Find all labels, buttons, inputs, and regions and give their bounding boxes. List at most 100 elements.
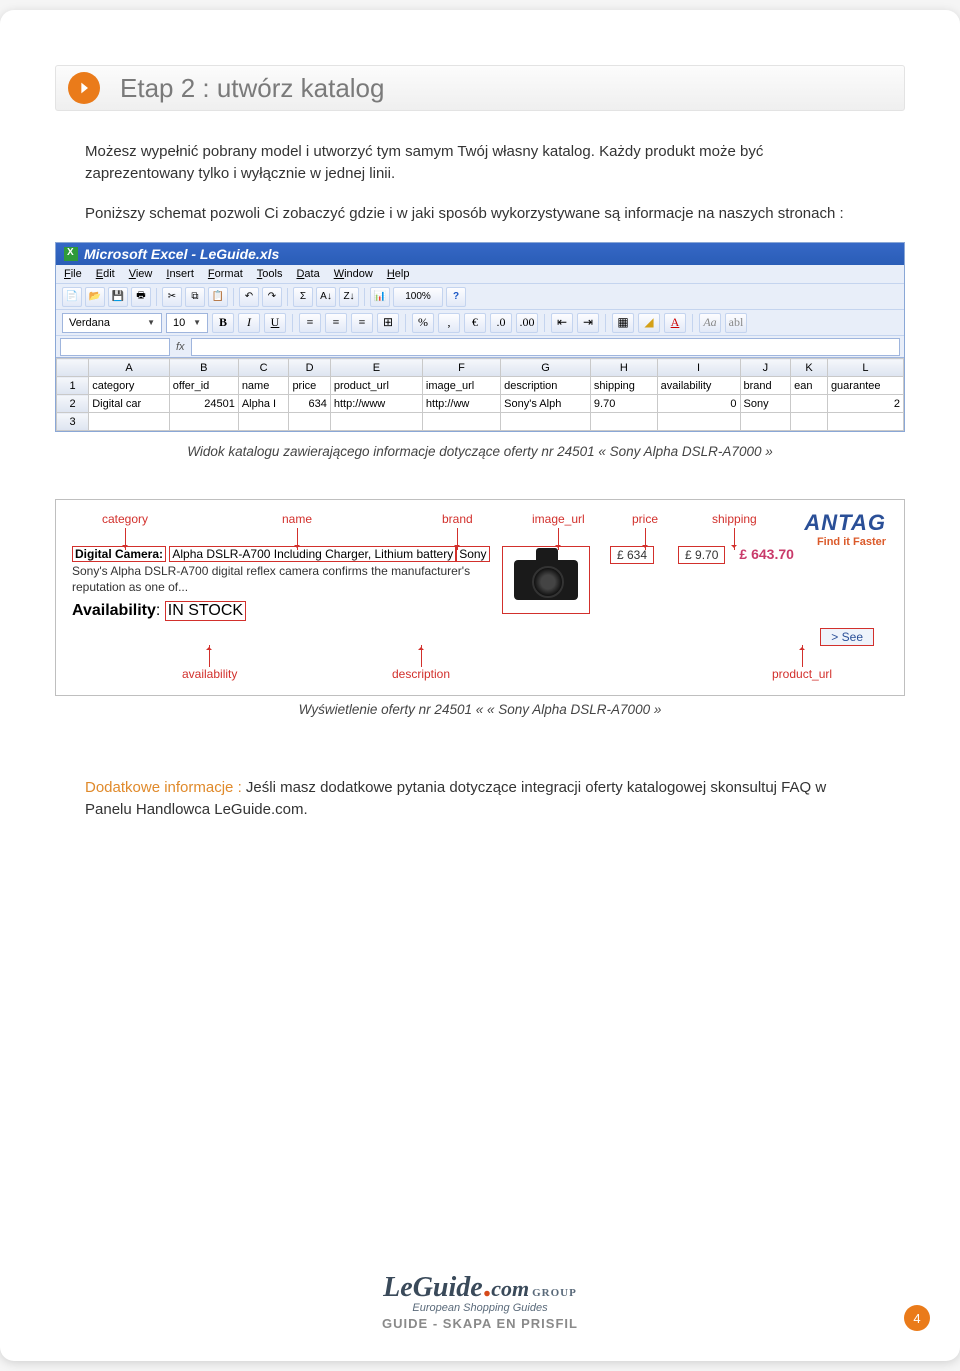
excel-row-header[interactable]: 1 bbox=[57, 377, 89, 395]
indent-dec-icon[interactable]: ⇤ bbox=[551, 313, 573, 333]
comma-icon[interactable]: , bbox=[438, 313, 460, 333]
excel-cell[interactable] bbox=[169, 413, 238, 431]
excel-cell[interactable]: category bbox=[89, 377, 170, 395]
abl-icon[interactable]: abl bbox=[725, 313, 747, 333]
excel-cell[interactable]: Alpha I bbox=[238, 395, 289, 413]
excel-cell[interactable]: Sony bbox=[740, 395, 791, 413]
open-icon[interactable]: 📂 bbox=[85, 287, 105, 307]
excel-cell[interactable]: guarantee bbox=[827, 377, 903, 395]
excel-cell[interactable]: 24501 bbox=[169, 395, 238, 413]
paste-icon[interactable]: 📋 bbox=[208, 287, 228, 307]
excel-cell[interactable]: name bbox=[238, 377, 289, 395]
help-icon[interactable]: ? bbox=[446, 287, 466, 307]
sort-desc-icon[interactable]: Z↓ bbox=[339, 287, 359, 307]
excel-menu-item[interactable]: Tools bbox=[257, 268, 283, 280]
excel-cell[interactable]: availability bbox=[657, 377, 740, 395]
excel-cell[interactable] bbox=[740, 413, 791, 431]
excel-col-header[interactable]: H bbox=[590, 359, 657, 377]
autosum-icon[interactable]: Σ bbox=[293, 287, 313, 307]
excel-cell[interactable]: 9.70 bbox=[590, 395, 657, 413]
excel-cell[interactable]: http://ww bbox=[422, 395, 500, 413]
excel-cell[interactable]: ean bbox=[791, 377, 828, 395]
excel-cell[interactable] bbox=[238, 413, 289, 431]
excel-cell[interactable]: price bbox=[289, 377, 330, 395]
excel-col-header[interactable]: J bbox=[740, 359, 791, 377]
offer-row: Digital Camera: Alpha DSLR-A700 Includin… bbox=[72, 546, 888, 621]
excel-cell[interactable]: 0 bbox=[657, 395, 740, 413]
redo-icon[interactable]: ↷ bbox=[262, 287, 282, 307]
excel-cell[interactable] bbox=[330, 413, 422, 431]
excel-cell[interactable] bbox=[422, 413, 500, 431]
align-right-icon[interactable]: ≡ bbox=[351, 313, 373, 333]
sort-asc-icon[interactable]: A↓ bbox=[316, 287, 336, 307]
dec-decimal-icon[interactable]: .00 bbox=[516, 313, 538, 333]
font-name-select[interactable]: Verdana▼ bbox=[62, 313, 162, 333]
excel-col-header[interactable]: L bbox=[827, 359, 903, 377]
excel-menu-item[interactable]: Insert bbox=[166, 268, 194, 280]
undo-icon[interactable]: ↶ bbox=[239, 287, 259, 307]
excel-cell[interactable] bbox=[289, 413, 330, 431]
cut-icon[interactable]: ✂ bbox=[162, 287, 182, 307]
aa-icon[interactable]: Aa bbox=[699, 313, 721, 333]
excel-cell[interactable]: shipping bbox=[590, 377, 657, 395]
excel-menu-item[interactable]: Window bbox=[334, 268, 373, 280]
excel-col-header[interactable]: D bbox=[289, 359, 330, 377]
align-left-icon[interactable]: ≡ bbox=[299, 313, 321, 333]
excel-cell[interactable] bbox=[791, 413, 828, 431]
formula-input[interactable] bbox=[191, 338, 900, 356]
excel-cell[interactable]: product_url bbox=[330, 377, 422, 395]
excel-col-header[interactable]: C bbox=[238, 359, 289, 377]
fill-color-icon[interactable]: ◢ bbox=[638, 313, 660, 333]
font-size-select[interactable]: 10▼ bbox=[166, 313, 208, 333]
zoom-box[interactable]: 100% bbox=[393, 287, 443, 307]
excel-row-header[interactable]: 3 bbox=[57, 413, 89, 431]
merge-icon[interactable]: ⊞ bbox=[377, 313, 399, 333]
excel-menu-item[interactable]: Data bbox=[296, 268, 319, 280]
print-icon[interactable]: 🖶 bbox=[131, 287, 151, 307]
excel-col-header[interactable]: I bbox=[657, 359, 740, 377]
borders-icon[interactable]: ▦ bbox=[612, 313, 634, 333]
excel-row-header[interactable]: 2 bbox=[57, 395, 89, 413]
indent-inc-icon[interactable]: ⇥ bbox=[577, 313, 599, 333]
fx-icon[interactable]: fx bbox=[176, 341, 185, 353]
excel-cell[interactable]: 2 bbox=[827, 395, 903, 413]
excel-cell[interactable]: offer_id bbox=[169, 377, 238, 395]
excel-col-header[interactable]: E bbox=[330, 359, 422, 377]
excel-col-header[interactable]: K bbox=[791, 359, 828, 377]
font-color-icon[interactable]: A bbox=[664, 313, 686, 333]
excel-menu-item[interactable]: View bbox=[129, 268, 153, 280]
excel-col-header[interactable]: B bbox=[169, 359, 238, 377]
excel-cell[interactable] bbox=[791, 395, 828, 413]
align-center-icon[interactable]: ≡ bbox=[325, 313, 347, 333]
excel-menu-item[interactable]: Format bbox=[208, 268, 243, 280]
excel-menu-item[interactable]: Help bbox=[387, 268, 410, 280]
excel-cell[interactable]: Digital car bbox=[89, 395, 170, 413]
excel-cell[interactable] bbox=[827, 413, 903, 431]
excel-menu-item[interactable]: Edit bbox=[96, 268, 115, 280]
excel-menu-item[interactable]: File bbox=[64, 268, 82, 280]
excel-col-header[interactable]: A bbox=[89, 359, 170, 377]
new-icon[interactable]: 📄 bbox=[62, 287, 82, 307]
excel-cell[interactable]: Sony's Alph bbox=[501, 395, 591, 413]
italic-icon[interactable]: I bbox=[238, 313, 260, 333]
excel-cell[interactable]: image_url bbox=[422, 377, 500, 395]
copy-icon[interactable]: ⧉ bbox=[185, 287, 205, 307]
inc-decimal-icon[interactable]: .0 bbox=[490, 313, 512, 333]
bold-icon[interactable]: B bbox=[212, 313, 234, 333]
excel-col-header[interactable]: F bbox=[422, 359, 500, 377]
excel-cell[interactable]: description bbox=[501, 377, 591, 395]
excel-cell[interactable]: 634 bbox=[289, 395, 330, 413]
excel-cell[interactable] bbox=[590, 413, 657, 431]
excel-col-header[interactable]: G bbox=[501, 359, 591, 377]
euro-icon[interactable]: € bbox=[464, 313, 486, 333]
excel-cell[interactable] bbox=[657, 413, 740, 431]
excel-cell[interactable] bbox=[89, 413, 170, 431]
currency-icon[interactable]: % bbox=[412, 313, 434, 333]
underline-icon[interactable]: U bbox=[264, 313, 286, 333]
excel-cell[interactable]: brand bbox=[740, 377, 791, 395]
name-box[interactable] bbox=[60, 338, 170, 356]
chart-icon[interactable]: 📊 bbox=[370, 287, 390, 307]
excel-cell[interactable] bbox=[501, 413, 591, 431]
save-icon[interactable]: 💾 bbox=[108, 287, 128, 307]
excel-cell[interactable]: http://www bbox=[330, 395, 422, 413]
